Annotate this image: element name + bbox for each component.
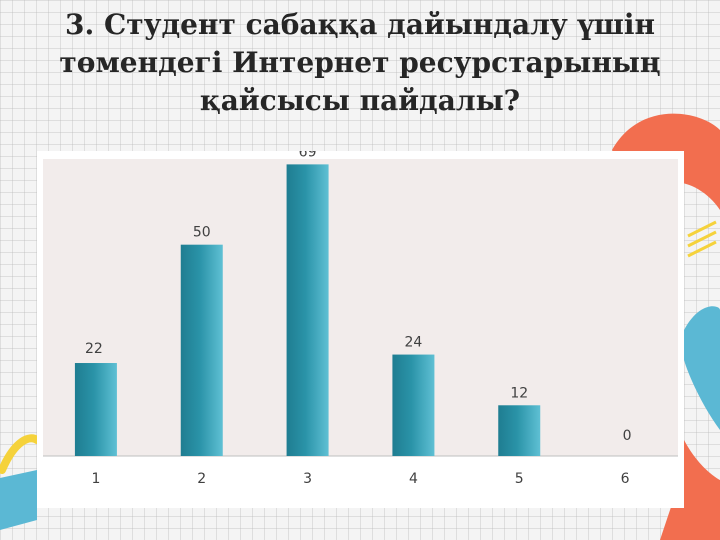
x-tick-label-1: 1 (91, 471, 100, 487)
x-tick-label-6: 6 (621, 471, 630, 487)
yellow-stripes-shape (687, 220, 717, 258)
data-label-3: 69 (299, 151, 317, 160)
title-line-1: 3. Студент сабаққа дайындалу үшін (64, 8, 656, 41)
data-label-5: 12 (510, 385, 528, 401)
x-tick-label-3: 3 (303, 471, 312, 487)
orange-bottom-shape (660, 440, 720, 540)
title-line-3: қайсысы пайдалы? (199, 84, 521, 117)
data-label-2: 50 (193, 225, 211, 241)
data-label-6: 0 (623, 428, 632, 444)
yellow-stroke-shape (0, 434, 41, 474)
data-label-1: 22 (85, 341, 103, 357)
bar-1 (74, 363, 117, 456)
x-tick-label-2: 2 (197, 471, 206, 487)
data-label-4: 24 (405, 335, 423, 351)
blue-bottom-left-shape (0, 470, 37, 530)
x-tick-label-5: 5 (515, 471, 524, 487)
bar-5 (498, 405, 541, 456)
title-line-2: төмендегі Интернет ресурстарының (59, 46, 661, 79)
bar-2 (180, 244, 223, 456)
plot-area (43, 159, 678, 456)
slide-title: 3. Студент сабаққа дайындалу үшін төменд… (0, 6, 720, 120)
x-tick-label-4: 4 (409, 471, 418, 487)
blue-arc-shape (684, 306, 720, 430)
bar-4 (392, 354, 435, 456)
chart-frame: 22 1 50 2 69 3 24 4 12 5 0 6 (37, 151, 684, 508)
bar-3 (286, 164, 329, 456)
